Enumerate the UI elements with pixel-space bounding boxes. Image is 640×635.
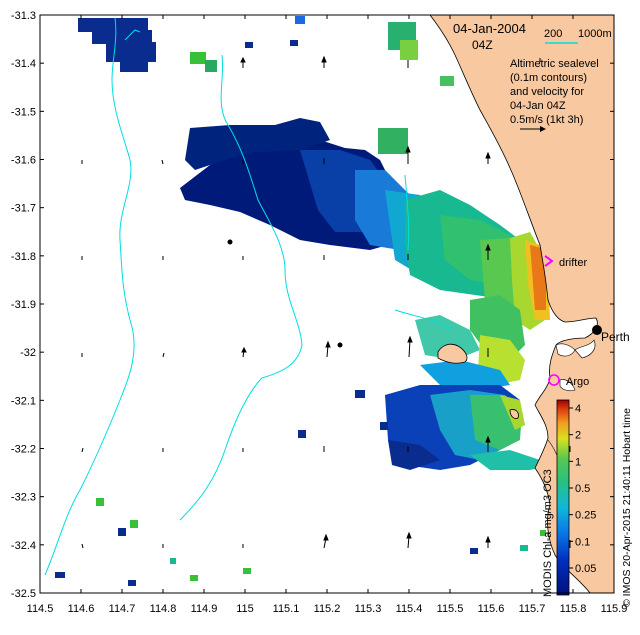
argo-label: Argo: [566, 376, 589, 388]
colorbar-title: MODIS Chl-a mg/m3 OC3: [542, 469, 554, 597]
argo-marker: Argo: [548, 374, 589, 388]
y-tick-label: -32.3: [11, 492, 36, 504]
colorbar-tick-label: 0.5: [575, 483, 590, 495]
x-tick-label: 114.6: [68, 603, 95, 615]
y-tick-label: -31.9: [11, 299, 36, 311]
y-tick-label: -32.4: [11, 540, 36, 552]
credit-text: © IMOS 20-Apr-2015 21:40:11 Hobart time: [621, 408, 633, 607]
x-tick-label: 115.8: [560, 603, 587, 615]
colorbar-tick-label: 0.25: [575, 510, 596, 522]
colorbar-tick-label: 2: [575, 430, 581, 442]
x-tick-label: 114.7: [109, 603, 136, 615]
y-tick-label: -31.3: [11, 10, 36, 22]
y-tick-label: -31.5: [11, 106, 36, 118]
x-tick-label: 115.4: [396, 603, 423, 615]
colorbar-tick-label: 1: [575, 456, 581, 468]
y-tick-label: -31.8: [11, 251, 36, 263]
colorbar-tick-label: 4: [575, 403, 581, 415]
y-axis: -31.3 -31.4 -31.5 -31.6 -31.7 -31.8 -31.9 -32 -3…: [11, 10, 614, 600]
y-tick-label: -32: [20, 347, 36, 359]
drifter-label: drifter: [559, 257, 587, 269]
date-label: 04-Jan-2004: [453, 21, 526, 36]
x-tick-label: 114.9: [191, 603, 218, 615]
y-tick-label: -31.7: [11, 203, 36, 215]
x-tick-label: 115.2: [314, 603, 341, 615]
drifter-marker: drifter: [544, 255, 587, 269]
x-tick-label: 115.6: [478, 603, 505, 615]
perth-label: Perth: [601, 330, 630, 344]
description-line-1: Altimetric sealevel: [510, 58, 599, 70]
colorbar-tick-label: 0.05: [575, 563, 596, 575]
y-tick-label: -32.2: [11, 444, 36, 456]
description-line-5: 0.5m/s (1kt 3h): [510, 114, 583, 126]
x-tick-label: 115.5: [437, 603, 464, 615]
perth-marker: Perth: [592, 325, 630, 344]
time-label: 04Z: [472, 38, 493, 52]
x-tick-label: 115.3: [355, 603, 382, 615]
y-tick-label: -31.4: [11, 58, 36, 70]
y-tick-label: -31.6: [11, 155, 36, 167]
scale-label-200: 200: [544, 28, 562, 40]
y-tick-label: -32.5: [11, 588, 36, 600]
x-tick-label: 115: [236, 603, 254, 615]
x-tick-label: 114.5: [27, 603, 54, 615]
y-tick-label: -32.1: [11, 395, 36, 407]
scale-label-1000m: 1000m: [578, 28, 612, 40]
header-annotations: 04-Jan-2004 04Z 200 1000m Altimetric sea…: [453, 21, 612, 132]
colorbar-tick-label: 0.1: [575, 536, 590, 548]
x-axis: 114.5 114.6 114.7 114.8 114.9 115 115.1 115.2 11…: [27, 15, 628, 615]
description-line-2: (0.1m contours): [510, 72, 587, 84]
x-tick-label: 115.9: [601, 603, 628, 615]
description-line-4: 04-Jan 04Z: [510, 100, 566, 112]
x-tick-label: 115.7: [519, 603, 546, 615]
colorbar-gradient: [556, 399, 570, 596]
x-tick-label: 114.8: [150, 603, 177, 615]
description-line-3: and velocity for: [510, 86, 584, 98]
chlorophyll-layer: [55, 16, 550, 586]
velocity-arrows: [81, 55, 571, 549]
x-tick-label: 115.1: [273, 603, 300, 615]
isobath-contours: [44, 17, 451, 576]
